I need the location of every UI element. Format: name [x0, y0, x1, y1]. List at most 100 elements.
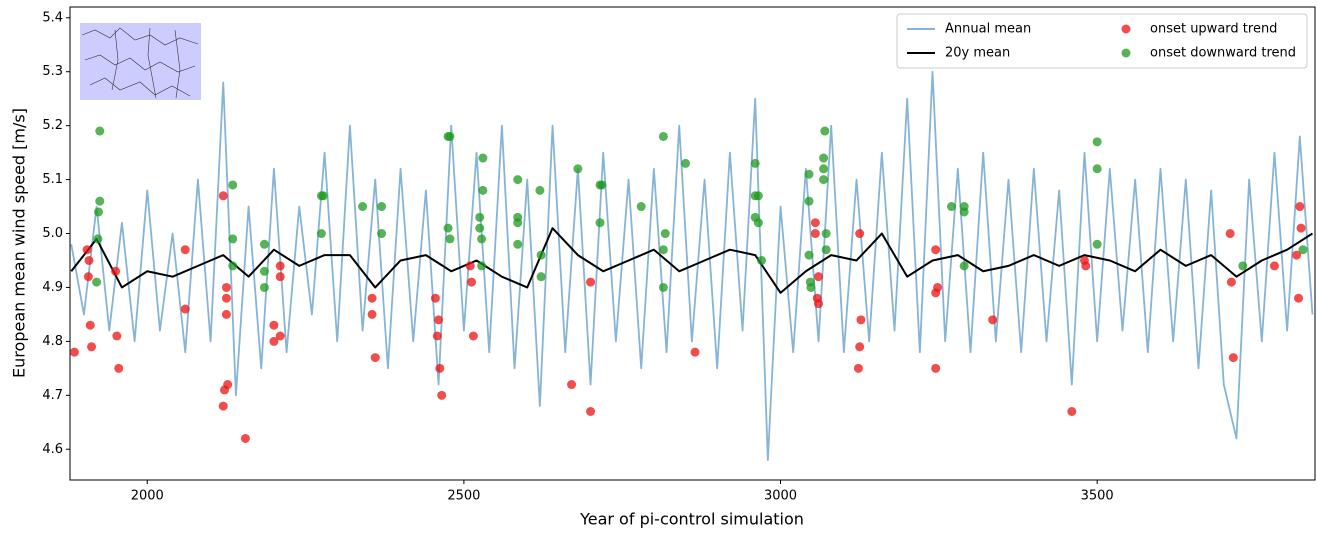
scatter-point	[586, 407, 596, 417]
scatter-point	[437, 390, 447, 400]
scatter-point	[1269, 261, 1279, 271]
scatter-point	[753, 218, 763, 228]
scatter-point	[855, 229, 865, 239]
scatter-point	[95, 126, 105, 136]
scatter-point	[806, 282, 816, 292]
scatter-point	[465, 261, 475, 271]
legend-marker	[1121, 24, 1131, 34]
y-tick-label: 5.0	[42, 226, 63, 241]
y-tick-label: 4.7	[42, 388, 63, 403]
scatter-point	[221, 309, 231, 319]
x-axis-label: Year of pi-control simulation	[579, 510, 804, 529]
scatter-point	[475, 212, 485, 222]
scatter-point	[1292, 250, 1302, 260]
scatter-point	[275, 261, 285, 271]
scatter-point	[259, 239, 269, 249]
scatter-point	[636, 202, 646, 212]
scatter-point	[318, 191, 328, 201]
scatter-point	[757, 255, 767, 265]
y-tick-label: 5.1	[42, 172, 63, 187]
scatter-point	[434, 315, 444, 325]
scatter-point	[478, 153, 488, 163]
scatter-point	[477, 261, 487, 271]
scatter-point	[70, 347, 79, 357]
scatter-point	[1295, 202, 1305, 212]
scatter-point	[432, 331, 442, 341]
scatter-point	[478, 185, 488, 195]
scatter-point	[658, 282, 668, 292]
map-borders	[81, 27, 199, 99]
scatter-point	[84, 255, 94, 265]
scatter-point	[513, 239, 523, 249]
line-series	[70, 70, 1314, 461]
inset-map	[80, 23, 201, 100]
scatter-point	[228, 180, 238, 190]
scatter-point	[595, 218, 605, 228]
scatter-point	[804, 169, 814, 179]
legend-marker	[1121, 48, 1131, 58]
scatter-point	[513, 175, 523, 185]
scatter-point	[87, 342, 97, 352]
x-tick-label: 3000	[764, 489, 797, 504]
scatter-point	[567, 380, 577, 390]
scatter-point	[430, 293, 440, 303]
scatter-point	[180, 304, 190, 314]
scatter-point	[853, 363, 863, 373]
scatter-point	[1228, 353, 1238, 363]
map-area	[80, 23, 201, 100]
y-tick-label: 4.6	[42, 442, 63, 457]
scatter-point	[82, 245, 92, 255]
scatter-point	[275, 331, 285, 341]
scatter-point	[218, 401, 228, 411]
scatter-point	[959, 207, 969, 217]
scatter-point	[316, 229, 326, 239]
scatter-point	[1298, 245, 1308, 255]
legend-label: onset upward trend	[1150, 22, 1277, 37]
scatter-point	[228, 234, 238, 244]
scatter-point	[269, 320, 279, 330]
scatter-point	[1092, 239, 1102, 249]
scatter-point	[855, 342, 865, 352]
scatter-point	[112, 331, 122, 341]
legend-label: Annual mean	[945, 22, 1031, 37]
scatter-point	[240, 433, 250, 443]
scatter-point	[377, 202, 387, 212]
scatter-point	[586, 277, 596, 287]
scatter-point	[536, 250, 546, 260]
scatter-point	[814, 272, 824, 282]
scatter-point	[259, 266, 269, 276]
scatter-point	[959, 261, 969, 271]
scatter-point	[477, 234, 487, 244]
plot-area	[70, 70, 1314, 461]
scatter-point	[820, 126, 830, 136]
scatter-point	[218, 191, 228, 201]
scatter-point	[690, 347, 700, 357]
scatter-point	[804, 250, 814, 260]
plot-frame	[69, 6, 1316, 481]
scatter-point	[947, 202, 957, 212]
scatter-point	[358, 202, 368, 212]
scatter-point	[1294, 293, 1304, 303]
scatter-point	[819, 153, 829, 163]
scatter-point	[367, 309, 377, 319]
scatter-point	[468, 331, 478, 341]
scatter-point	[814, 299, 824, 309]
line-series	[70, 227, 1314, 294]
scatter-point	[1238, 261, 1248, 271]
y-axis-label: European mean wind speed [m/s]	[10, 108, 29, 378]
scatter-point	[513, 218, 523, 228]
scatter-point	[223, 380, 233, 390]
scatter-point	[180, 245, 190, 255]
y-tick-label: 5.3	[42, 64, 63, 79]
x-tick-label: 3500	[1081, 489, 1114, 504]
scatter-point	[856, 315, 866, 325]
scatter-point	[228, 261, 238, 271]
scatter-point	[370, 353, 380, 363]
scatter-point	[114, 363, 124, 373]
y-tick-label: 4.9	[42, 280, 63, 295]
scatter-point	[597, 180, 607, 190]
scatter-point	[1081, 261, 1091, 271]
scatter-point	[658, 245, 668, 255]
scatter-point	[377, 229, 387, 239]
scatter-point	[535, 185, 545, 195]
